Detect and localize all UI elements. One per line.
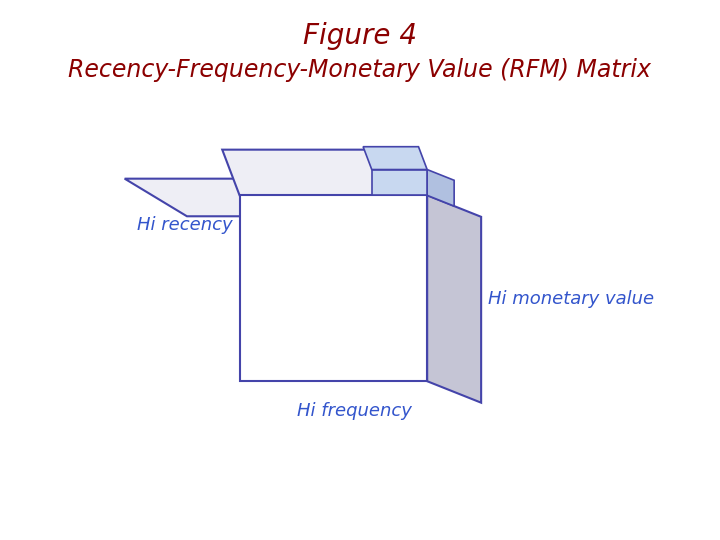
Text: Hi recency: Hi recency xyxy=(137,216,233,234)
Polygon shape xyxy=(240,195,427,381)
Polygon shape xyxy=(372,170,427,195)
Polygon shape xyxy=(427,195,481,403)
Polygon shape xyxy=(363,147,427,170)
Text: Hi frequency: Hi frequency xyxy=(297,402,412,420)
Text: Figure 4: Figure 4 xyxy=(303,22,417,50)
Polygon shape xyxy=(427,170,454,206)
Text: Recency-Frequency-Monetary Value (RFM) Matrix: Recency-Frequency-Monetary Value (RFM) M… xyxy=(68,58,652,82)
Polygon shape xyxy=(222,150,427,195)
Polygon shape xyxy=(125,179,395,217)
Text: Hi monetary value: Hi monetary value xyxy=(488,290,654,308)
